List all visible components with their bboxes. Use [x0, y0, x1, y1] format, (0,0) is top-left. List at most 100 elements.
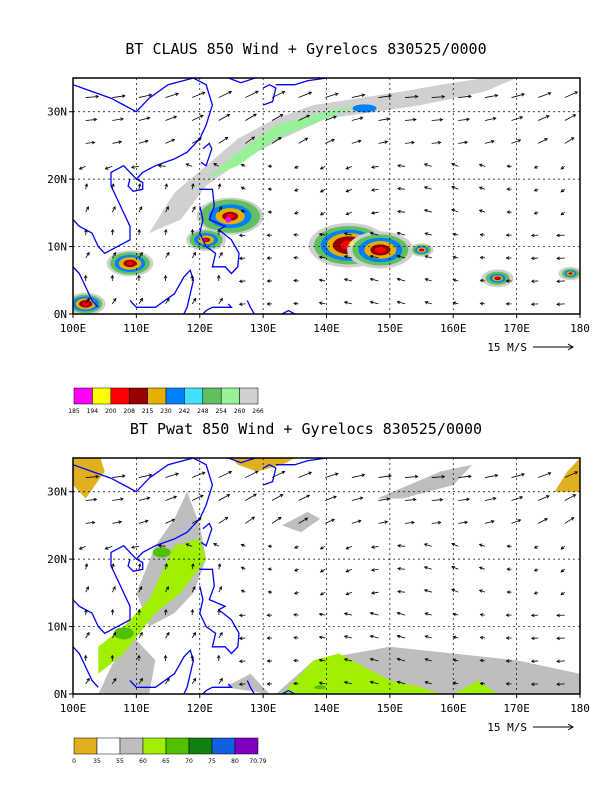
wind-arrowhead — [386, 117, 391, 121]
wind-arrowhead — [293, 301, 297, 306]
wind-arrow — [320, 568, 326, 573]
lon-label: 110E — [123, 322, 150, 335]
wind-arrow — [85, 298, 90, 305]
wind-arrowhead — [112, 251, 117, 256]
lat-label: 20N — [47, 553, 67, 566]
wind-arrowhead — [139, 251, 143, 256]
wind-arrowhead — [545, 495, 550, 499]
wind-arrow — [111, 298, 117, 305]
pwat-65-area — [152, 547, 171, 558]
wind-arrow — [271, 137, 282, 144]
wind-arrowhead — [95, 94, 100, 99]
wind-arrowhead — [137, 563, 142, 567]
coastline-6 — [275, 458, 328, 466]
wind-arrow — [484, 94, 498, 98]
wind-arrowhead — [452, 278, 457, 282]
wind-arrow — [112, 118, 124, 121]
wind-arrow — [271, 494, 284, 501]
wind-arrowhead — [506, 544, 511, 549]
lat-label: 0N — [54, 308, 67, 321]
wind-arrow — [344, 232, 352, 236]
lat-label: 30N — [47, 106, 67, 119]
wind-arrowhead — [279, 114, 284, 118]
wind-arrow — [191, 517, 202, 524]
wind-arrowhead — [530, 256, 535, 261]
wind-arrow — [425, 658, 432, 662]
wind-arrowhead — [396, 634, 401, 639]
wind-arrowhead — [506, 567, 511, 571]
wind-arrowhead — [185, 163, 190, 167]
colorbar-swatch — [211, 737, 236, 755]
wind-arrow — [165, 678, 170, 685]
wind-arrowhead — [369, 231, 374, 236]
wind-arrow — [165, 518, 175, 524]
wind-arrowhead — [556, 636, 560, 641]
wind-arrowhead — [519, 116, 524, 120]
wind-arrow — [165, 116, 177, 121]
wind-arrowhead — [437, 140, 442, 145]
wind-arrowhead — [560, 569, 565, 573]
wind-arrowhead — [130, 165, 135, 169]
pwat-dry-area-2 — [554, 458, 580, 492]
wind-arrowhead — [294, 165, 298, 169]
wind-arrow — [458, 118, 470, 121]
wind-scale-label: 15 M/S — [487, 341, 527, 354]
wind-arrowhead — [267, 544, 272, 549]
coastline-3 — [199, 188, 240, 275]
wind-arrow — [245, 493, 257, 501]
wind-arrowhead — [137, 608, 141, 613]
wind-arrow — [564, 114, 576, 121]
wind-arrow — [191, 678, 197, 685]
wind-arrow — [451, 209, 459, 213]
wind-arrowhead — [530, 302, 535, 306]
wind-arrow — [344, 635, 352, 639]
colorbar-label: 215 — [142, 408, 154, 415]
wind-arrowhead — [345, 546, 350, 550]
wind-arrowhead — [441, 95, 446, 99]
wind-arrowhead — [148, 93, 153, 98]
wind-arrowhead — [464, 140, 469, 145]
wind-arrowhead — [190, 274, 194, 279]
wind-arrowhead — [251, 516, 256, 520]
wind-arrowhead — [166, 297, 170, 302]
colorbar-swatch — [165, 737, 190, 755]
wind-arrow — [271, 517, 282, 524]
wind-arrow — [298, 137, 308, 144]
wind-arrow — [298, 91, 312, 98]
wind-arrow — [218, 678, 223, 685]
wind-arrow — [344, 301, 352, 305]
wind-arrow — [325, 473, 339, 478]
wind-arrowhead — [91, 140, 96, 145]
wind-arrowhead — [423, 566, 428, 570]
wind-arrowhead — [293, 278, 297, 283]
wind-arrowhead — [423, 186, 428, 190]
wind-arrowhead — [478, 163, 483, 167]
wind-arrowhead — [560, 591, 565, 596]
wind-arrowhead — [519, 496, 524, 500]
lat-label: 20N — [47, 173, 67, 186]
wind-arrow — [484, 520, 495, 524]
wind-arrow — [191, 252, 196, 259]
wind-arrowhead — [240, 589, 245, 593]
wind-arrowhead — [479, 301, 484, 306]
colorbar-label: 70.79 — [249, 758, 266, 765]
wind-arrowhead — [357, 519, 362, 523]
wind-arrowhead — [533, 211, 538, 215]
wind-arrow — [346, 165, 353, 170]
wind-arrowhead — [494, 473, 499, 478]
wind-arrow — [131, 165, 139, 168]
wind-arrowhead — [451, 542, 455, 547]
pwat-60-area-2 — [453, 680, 498, 694]
wind-arrow — [191, 183, 194, 190]
wind-arrowhead — [490, 140, 495, 144]
wind-arrowhead — [146, 116, 151, 120]
wind-arrow — [191, 206, 196, 213]
wind-arrowhead — [396, 254, 401, 259]
wind-arrowhead — [120, 497, 124, 501]
colorbar-swatch — [73, 737, 98, 755]
wind-arrowhead — [139, 297, 143, 302]
wind-arrowhead — [266, 302, 271, 306]
colorbar-swatch — [128, 387, 148, 405]
wind-arrowhead — [331, 518, 335, 522]
wind-arrow — [85, 119, 97, 121]
